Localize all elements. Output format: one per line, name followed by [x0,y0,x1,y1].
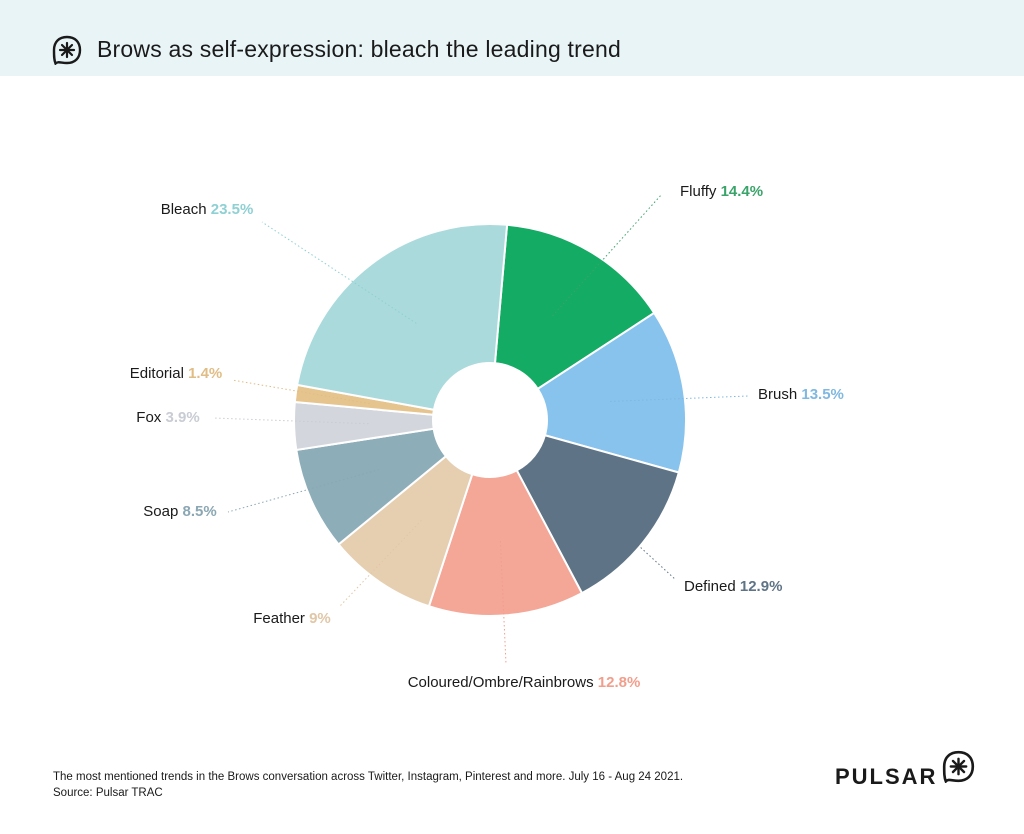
label-percent: 9% [309,610,331,627]
label-percent: 12.9% [740,578,783,595]
slice-coloured-ombre-rainbrows [427,468,584,617]
label-name: Brush [758,386,801,403]
source-text: Source: Pulsar TRAC [53,787,163,799]
label-percent: 23.5% [211,201,254,218]
chart-footnote: The most mentioned trends in the Brows c… [53,769,683,801]
leader-line-defined [584,495,677,581]
page-title: Brows as self-expression: bleach the lea… [97,36,621,62]
label-percent: 13.5% [801,386,844,403]
pulsar-logo-icon [942,750,975,783]
label-percent: 8.5% [183,503,217,520]
label-fluffy: Fluffy 14.4% [680,183,763,200]
leader-line-fluffy [552,193,663,317]
label-percent: 1.4% [188,365,222,382]
label-name: Defined [684,578,740,595]
leader-line-brush [610,395,749,402]
label-brush: Brush 13.5% [758,386,844,403]
footnote-text: The most mentioned trends in the Brows c… [53,771,684,783]
label-name: Fox [136,409,165,426]
leader-line-coloured-ombre-rainbrows [499,541,507,665]
label-name: Fluffy [680,183,721,200]
label-name: Feather [253,610,309,627]
slice-defined [515,434,681,595]
leader-line-editorial [231,379,370,405]
label-percent: 3.9% [165,409,199,426]
slice-fluffy [493,223,656,391]
label-editorial: Editorial 1.4% [130,365,223,382]
label-percent: 14.4% [721,183,764,200]
label-coloured-ombre-rainbrows: Coloured/Ombre/Rainbrows 12.8% [408,674,641,691]
label-soap: Soap 8.5% [143,503,216,520]
pulsar-logo-text: PULSAR [835,764,938,789]
label-feather: Feather 9% [253,610,331,627]
label-name: Editorial [130,365,188,382]
label-percent: 12.8% [598,674,641,691]
label-fox: Fox 3.9% [136,409,199,426]
label-name: Bleach [161,201,211,218]
slice-bleach [296,223,509,411]
label-bleach: Bleach 23.5% [161,201,254,218]
header-bar: Brows as self-expression: bleach the lea… [0,0,1024,76]
leader-line-bleach [261,221,417,324]
label-name: Soap [143,503,182,520]
slice-brush [536,311,687,474]
label-name: Coloured/Ombre/Rainbrows [408,674,598,691]
pulsar-asterisk-icon [52,35,82,65]
label-defined: Defined 12.9% [684,578,782,595]
